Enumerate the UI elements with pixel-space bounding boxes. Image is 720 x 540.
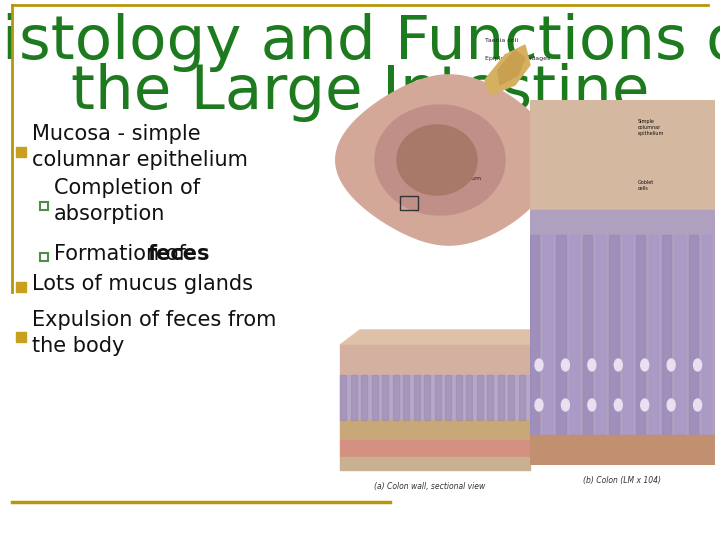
Polygon shape	[498, 375, 503, 420]
Polygon shape	[392, 375, 398, 420]
Text: Goblet
cells: Goblet cells	[638, 180, 654, 191]
Ellipse shape	[588, 399, 596, 411]
Text: Haustrum: Haustrum	[450, 176, 481, 181]
Polygon shape	[456, 375, 462, 420]
Ellipse shape	[693, 399, 701, 411]
Ellipse shape	[667, 359, 675, 371]
Polygon shape	[485, 45, 530, 95]
Text: Muscularis
mucosae: Muscularis mucosae	[535, 357, 563, 368]
Text: Taenia coli: Taenia coli	[485, 38, 518, 43]
Polygon shape	[340, 420, 530, 440]
Text: Lots of mucus glands: Lots of mucus glands	[32, 274, 253, 294]
Bar	[16, 282, 26, 292]
Text: (b) Colon (LM x 104): (b) Colon (LM x 104)	[583, 476, 661, 485]
Text: feces: feces	[148, 244, 210, 264]
Polygon shape	[340, 375, 346, 420]
Polygon shape	[477, 375, 482, 420]
Polygon shape	[623, 235, 631, 435]
Text: Expulsion of feces from
the body: Expulsion of feces from the body	[32, 310, 276, 356]
Text: Formation of: Formation of	[54, 244, 192, 264]
Polygon shape	[340, 345, 530, 375]
Polygon shape	[596, 235, 606, 435]
Polygon shape	[675, 235, 685, 435]
Ellipse shape	[614, 359, 622, 371]
Polygon shape	[375, 105, 505, 215]
Polygon shape	[649, 235, 658, 435]
Polygon shape	[518, 375, 524, 420]
Polygon shape	[340, 457, 530, 470]
Text: Completion of
absorption: Completion of absorption	[54, 178, 200, 224]
Ellipse shape	[562, 359, 570, 371]
Text: Goblet
cells: Goblet cells	[535, 307, 552, 318]
Polygon shape	[530, 210, 715, 465]
Ellipse shape	[667, 399, 675, 411]
Polygon shape	[498, 50, 525, 85]
Text: the Large Intestine: the Large Intestine	[71, 64, 649, 123]
Polygon shape	[530, 435, 715, 465]
Polygon shape	[361, 375, 367, 420]
Polygon shape	[662, 235, 671, 435]
Polygon shape	[382, 375, 388, 420]
Polygon shape	[336, 75, 554, 245]
Polygon shape	[466, 375, 472, 420]
Bar	[16, 147, 26, 157]
Polygon shape	[530, 235, 539, 435]
Polygon shape	[340, 330, 550, 345]
Bar	[40, 202, 48, 210]
Polygon shape	[636, 235, 645, 435]
Polygon shape	[487, 375, 493, 420]
Ellipse shape	[693, 359, 701, 371]
Ellipse shape	[562, 399, 570, 411]
Text: Submucosa: Submucosa	[535, 386, 566, 391]
Text: Intestinal
glands: Intestinal glands	[535, 330, 559, 341]
Polygon shape	[397, 125, 477, 195]
Polygon shape	[543, 235, 552, 435]
Ellipse shape	[614, 399, 622, 411]
Polygon shape	[570, 235, 579, 435]
Ellipse shape	[535, 359, 543, 371]
Bar	[16, 332, 26, 342]
Polygon shape	[424, 375, 430, 420]
Polygon shape	[372, 375, 377, 420]
Polygon shape	[340, 440, 530, 457]
Text: Mucosa - simple
columnar epithelium: Mucosa - simple columnar epithelium	[32, 124, 248, 170]
Bar	[400, 196, 418, 210]
Text: (a) Colon wall, sectional view: (a) Colon wall, sectional view	[374, 482, 485, 491]
Ellipse shape	[641, 359, 649, 371]
Polygon shape	[351, 375, 356, 420]
Text: Epiploic appendages: Epiploic appendages	[485, 56, 550, 61]
Bar	[40, 253, 48, 261]
Polygon shape	[508, 375, 514, 420]
Text: Histology and Functions of: Histology and Functions of	[0, 14, 720, 72]
Polygon shape	[688, 235, 698, 435]
Polygon shape	[702, 235, 711, 435]
Ellipse shape	[641, 399, 649, 411]
Polygon shape	[413, 375, 420, 420]
Polygon shape	[434, 375, 441, 420]
Polygon shape	[445, 375, 451, 420]
Ellipse shape	[535, 399, 543, 411]
Polygon shape	[530, 100, 715, 210]
Text: Simple
columnar
epithelium: Simple columnar epithelium	[638, 119, 665, 136]
Polygon shape	[340, 375, 530, 420]
Text: Simple
columnar
epithelium: Simple columnar epithelium	[535, 267, 564, 284]
Polygon shape	[403, 375, 409, 420]
Polygon shape	[557, 235, 566, 435]
Ellipse shape	[588, 359, 596, 371]
Polygon shape	[609, 235, 618, 435]
Polygon shape	[583, 235, 592, 435]
